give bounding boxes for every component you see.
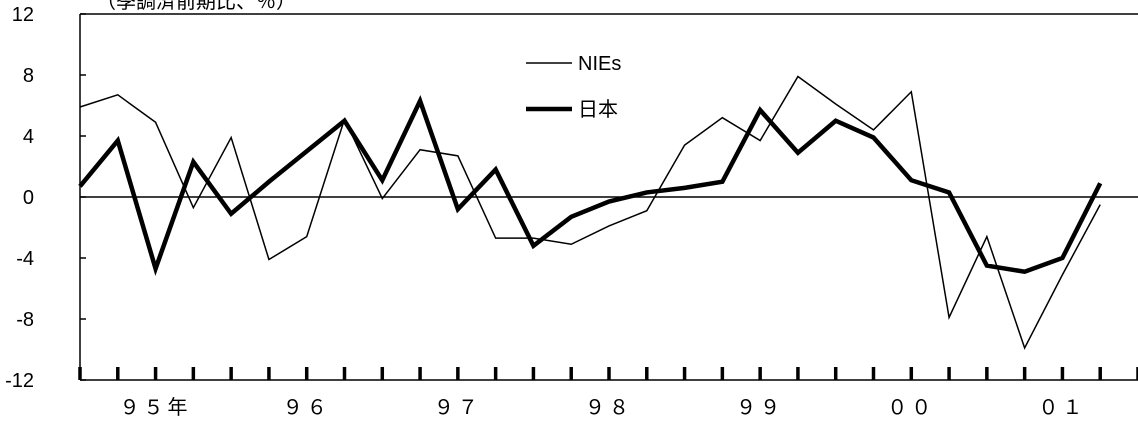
legend-label-japan: 日本	[578, 98, 618, 121]
y-tick-label: 0	[23, 187, 34, 209]
x-tick-label: ９９	[736, 397, 784, 419]
x-axis-labels: ９５年 ９６ ９７ ９８ ９９ ００ ０１	[120, 396, 1086, 419]
series-line-japan	[78, 95, 1103, 276]
y-tick-label: 4	[23, 126, 34, 148]
y-axis-ticks: 12 8 4 0 -4 -8 -12	[5, 4, 86, 392]
x-tick-label: ９５年	[120, 396, 192, 419]
y-tick-label: -12	[5, 370, 34, 392]
y-tick-label: 8	[23, 65, 34, 87]
unit-note: （季調済前期比、％）	[96, 0, 296, 13]
x-tick-label: ９７	[434, 397, 482, 419]
x-axis-ticks	[78, 367, 1138, 380]
legend-label-nies: NIEs	[578, 53, 621, 75]
x-tick-label: ００	[887, 397, 935, 419]
x-tick-label: ９６	[283, 397, 331, 419]
legend: NIEs 日本	[526, 53, 621, 121]
x-tick-label: ９８	[585, 397, 633, 419]
y-tick-label: -8	[16, 309, 34, 331]
y-tick-label: -4	[16, 248, 34, 270]
x-tick-label: ０１	[1038, 397, 1086, 419]
y-tick-label: 12	[12, 4, 34, 26]
series-layer	[78, 75, 1103, 350]
